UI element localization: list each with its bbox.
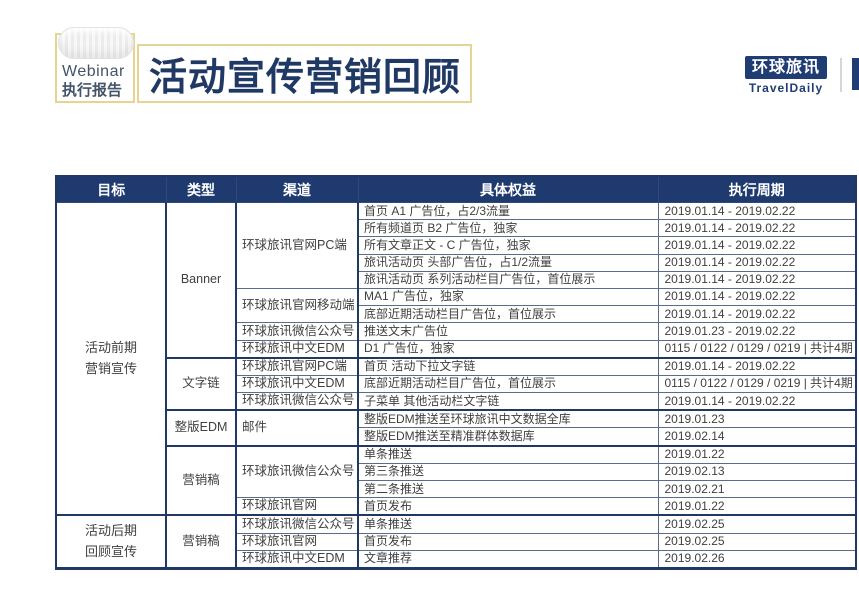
benefit-cell: 推送文末广告位 (357, 322, 659, 341)
benefit-cell: 所有频道页 B2 广告位，独家 (357, 219, 659, 238)
column-header-benefit: 具体权益 (357, 175, 659, 203)
page-title-box: 活动宣传营销回顾 (137, 44, 472, 103)
type-cell: 营销稿 (165, 444, 237, 516)
period-cell: 2019.01.14 - 2019.02.22 (657, 270, 857, 289)
channel-cell: 环球旅讯中文EDM (235, 549, 359, 569)
table-row: 整版EDM推送至精准群体数据库 2019.02.14 (56, 427, 857, 447)
channel-cell: 环球旅讯微信公众号 (235, 322, 359, 341)
table-row: 旅讯活动页 头部广告位，占1/2流量 2019.01.14 - 2019.02.2… (56, 253, 857, 272)
period-cell: 2019.01.22 (657, 497, 857, 516)
badge-line-report: 执行报告 (62, 82, 123, 99)
logo-english-text: TravelDaily (748, 81, 824, 95)
period-cell: 2019.01.14 - 2019.02.22 (657, 305, 857, 324)
type-cell: 营销稿 (165, 514, 237, 569)
channel-cell: 环球旅讯官网PC端 (235, 356, 359, 376)
goal-cell: 活动前期 营销宣传 (55, 202, 167, 516)
benefit-cell: 第二条推送 (357, 479, 659, 499)
benefit-cell: 文章推荐 (357, 549, 659, 569)
table-row: 第三条推送 2019.02.13 (56, 462, 857, 482)
table-row: 环球旅讯官网移动端 MA1 广告位，独家 2019.01.14 - 2019.02.… (56, 287, 857, 324)
channel-cell: 环球旅讯微信公众号 (235, 514, 359, 534)
table-row: 所有文章正文 - C 广告位，独家 2019.01.14 - 2019.02.22 (56, 236, 857, 255)
benefit-cell: 整版EDM推送至环球旅讯中文数据全库 (357, 409, 659, 429)
period-cell: 2019.02.25 (657, 514, 857, 534)
benefit-cell: 首页发布 (357, 497, 659, 516)
logo-divider (840, 58, 842, 92)
benefit-cell: 底部近期活动栏目广告位，首位展示 (357, 305, 659, 324)
period-cell: 2019.01.14 - 2019.02.22 (657, 287, 857, 307)
badge-line-webinar: Webinar (62, 63, 125, 80)
benefit-cell: 第三条推送 (357, 462, 659, 482)
table-row: 第二条推送 2019.02.21 (56, 479, 857, 499)
table-row: 文字链 环球旅讯官网PC端 首页 活动下拉文字链 2019.01.14 - 2019.… (56, 356, 857, 411)
benefit-cell: 整版EDM推送至精准群体数据库 (357, 427, 659, 447)
page-title: 活动宣传营销回顾 (149, 57, 462, 99)
period-cell: 0115 / 0122 / 0129 / 0219 | 共计4期 (657, 374, 857, 394)
benefit-cell: 旅讯活动页 系列活动栏目广告位，首位展示 (357, 270, 659, 289)
column-header-channel: 渠道 (235, 175, 359, 203)
benefit-cell: 单条推送 (357, 444, 659, 464)
channel-cell: 环球旅讯官网移动端 (235, 287, 359, 324)
table-row: 底部近期活动栏目广告位，首位展示 2019.01.14 - 2019.02.22 (56, 305, 857, 324)
table-row: 营销稿 环球旅讯微信公众号 单条推送 2019.01.22 (56, 444, 857, 516)
column-header-goal: 目标 (55, 175, 167, 203)
period-cell: 2019.01.14 - 2019.02.22 (657, 219, 857, 238)
benefit-cell: MA1 广告位，独家 (357, 287, 659, 307)
period-cell: 2019.01.23 (657, 409, 857, 429)
period-cell: 2019.02.25 (657, 532, 857, 551)
channel-cell: 环球旅讯中文EDM (235, 374, 359, 394)
table-row: 整版EDM 邮件 整版EDM推送至环球旅讯中文数据全库 2019.01.23 (56, 409, 857, 447)
webinar-badge: Webinar 执行报告 (62, 62, 132, 101)
table-row: 活动前期 营销宣传 Banner 环球旅讯官网PC端 首页 A1 广告位，占2/3流量… (55, 201, 857, 516)
type-cell: 文字链 (165, 356, 237, 411)
traveldaily-logo: 环球旅讯 TravelDaily (745, 56, 840, 95)
column-header-period: 执行周期 (657, 175, 857, 203)
goal-cell: 活动后期 回顾宣传 (55, 514, 167, 569)
period-cell: 2019.01.14 - 2019.02.22 (657, 253, 857, 272)
period-cell: 2019.01.14 - 2019.02.22 (657, 236, 857, 255)
badge-decoration-image (58, 27, 134, 59)
benefit-cell: 首页发布 (357, 532, 659, 551)
benefit-cell: 单条推送 (357, 514, 659, 534)
table-row: 活动后期 回顾宣传 营销稿 环球旅讯微信公众号 单条推送 2019.02.25 (55, 514, 857, 569)
column-header-type: 类型 (165, 175, 237, 203)
benefit-cell: 子菜单 其他活动栏文字链 (357, 392, 659, 411)
period-cell: 2019.01.14 - 2019.02.22 (657, 356, 857, 376)
channel-cell: 环球旅讯官网PC端 (235, 202, 359, 289)
channel-cell: 环球旅讯官网 (235, 497, 359, 516)
period-cell: 2019.01.14 - 2019.02.22 (657, 201, 857, 221)
channel-cell: 环球旅讯微信公众号 (235, 392, 359, 411)
logo-chinese-text: 环球旅讯 (745, 56, 827, 79)
benefit-cell: 首页 A1 广告位，占2/3流量 (357, 201, 659, 221)
period-cell: 2019.01.14 - 2019.02.22 (657, 392, 857, 411)
partner-logo-partial (852, 58, 859, 90)
period-cell: 2019.01.23 - 2019.02.22 (657, 322, 857, 341)
table-row: 所有频道页 B2 广告位，独家 2019.01.14 - 2019.02.22 (56, 219, 857, 238)
table-header-row: 目标 类型 渠道 具体权益 执行周期 (55, 175, 857, 203)
period-cell: 2019.01.22 (657, 444, 857, 464)
channel-cell: 环球旅讯微信公众号 (235, 444, 359, 499)
period-cell: 2019.02.26 (657, 549, 857, 569)
period-cell: 2019.02.21 (657, 479, 857, 499)
type-cell: Banner (165, 201, 237, 359)
benefit-cell: 旅讯活动页 头部广告位，占1/2流量 (357, 253, 659, 272)
benefit-cell: 所有文章正文 - C 广告位，独家 (357, 236, 659, 255)
period-cell: 2019.02.13 (657, 462, 857, 482)
period-cell: 2019.02.14 (657, 427, 857, 447)
table-row: 环球旅讯官网 首页发布 2019.01.22 (56, 497, 857, 516)
execution-schedule-table: 目标 类型 渠道 具体权益 执行周期 活动前期 营销宣传 Banner 环球旅讯官网… (55, 175, 857, 570)
table-row: 环球旅讯中文EDM 底部近期活动栏目广告位，首位展示 0115 / 0122 / 0… (56, 374, 857, 394)
channel-cell: 环球旅讯官网 (235, 532, 359, 551)
table-row: 环球旅讯官网 首页发布 2019.02.25 (56, 532, 857, 551)
type-cell: 整版EDM (165, 409, 237, 447)
table-row: 环球旅讯中文EDM 文章推荐 2019.02.26 (56, 549, 857, 569)
channel-cell: 邮件 (235, 409, 359, 447)
table-row: 环球旅讯微信公众号 推送文末广告位 2019.01.23 - 2019.02.22 (56, 322, 857, 341)
period-cell: 0115 / 0122 / 0129 / 0219 | 共计4期 (657, 339, 857, 359)
channel-cell: 环球旅讯中文EDM (235, 339, 359, 359)
benefit-cell: 首页 活动下拉文字链 (357, 356, 659, 376)
benefit-cell: D1 广告位，独家 (357, 339, 659, 359)
benefit-cell: 底部近期活动栏目广告位，首位展示 (357, 374, 659, 394)
